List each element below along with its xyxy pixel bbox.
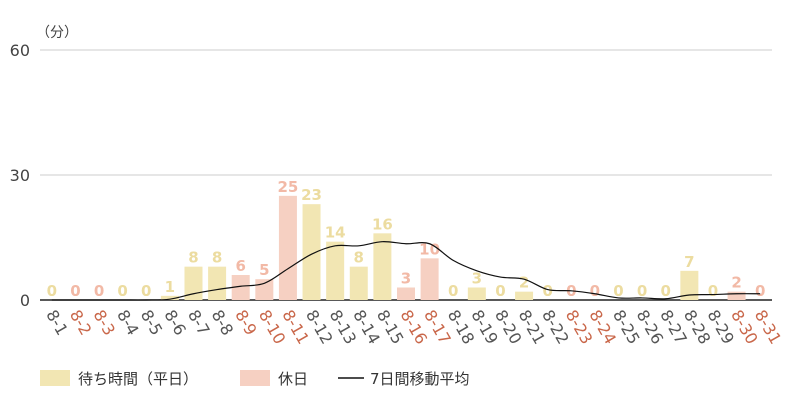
bar-8-28 xyxy=(680,270,699,300)
x-tick-8-1: 8-1 xyxy=(42,307,72,339)
bar-8-16 xyxy=(397,287,415,300)
data-label-8-20: 0 xyxy=(495,282,505,300)
x-tick-8-4: 8-4 xyxy=(113,307,143,339)
y-tick-label: 0 xyxy=(20,291,30,310)
data-label-8-13: 14 xyxy=(325,224,346,242)
bar-8-7 xyxy=(184,266,203,300)
bar-8-15 xyxy=(373,233,392,300)
bars xyxy=(160,195,746,300)
x-tick-8-3: 8-3 xyxy=(90,307,120,339)
data-label-8-12: 23 xyxy=(301,186,322,204)
y-tick-label: 30 xyxy=(10,166,30,185)
data-label-8-3: 0 xyxy=(94,282,104,300)
legend: 待ち時間（平日） 休日 7日間移動平均 xyxy=(40,370,470,388)
data-label-8-4: 0 xyxy=(117,282,127,300)
data-label-8-29: 0 xyxy=(708,282,718,300)
data-label-8-30: 2 xyxy=(731,274,741,292)
legend-swatch-weekday xyxy=(40,370,70,386)
moving-average-line xyxy=(51,241,761,301)
bar-8-21 xyxy=(515,291,534,300)
data-label-8-10: 5 xyxy=(259,261,269,279)
bar-8-6 xyxy=(160,295,179,300)
x-tick-8-9: 8-9 xyxy=(231,307,261,339)
data-label-8-1: 0 xyxy=(47,282,57,300)
data-label-8-9: 6 xyxy=(235,257,245,275)
y-tick-labels: 0 30 60 xyxy=(10,41,30,310)
data-label-8-28: 7 xyxy=(684,253,694,271)
x-tick-8-7: 8-7 xyxy=(184,307,214,339)
data-label-8-14: 8 xyxy=(354,249,364,267)
bar-8-10 xyxy=(255,279,274,300)
data-label-8-7: 8 xyxy=(188,249,198,267)
x-tick-8-6: 8-6 xyxy=(160,307,190,339)
legend-label-weekday: 待ち時間（平日） xyxy=(78,370,198,388)
data-label-8-16: 3 xyxy=(401,270,411,288)
legend-label-average: 7日間移動平均 xyxy=(370,370,470,388)
data-label-8-26: 0 xyxy=(637,282,647,300)
data-label-8-31: 0 xyxy=(755,282,765,300)
y-tick-label: 60 xyxy=(10,41,30,60)
x-tick-labels: 8-18-28-38-48-58-68-78-88-98-108-118-128… xyxy=(42,307,785,348)
data-label-8-8: 8 xyxy=(212,249,222,267)
x-tick-8-5: 8-5 xyxy=(137,307,167,339)
data-label-8-6: 1 xyxy=(165,278,175,296)
bar-8-13 xyxy=(326,241,345,300)
legend-label-holiday: 休日 xyxy=(278,370,308,388)
bar-8-17 xyxy=(420,258,439,300)
bar-8-9 xyxy=(231,275,250,300)
data-label-8-15: 16 xyxy=(372,215,393,233)
data-label-8-22: 0 xyxy=(542,282,552,300)
data-label-8-21: 2 xyxy=(519,274,529,292)
bar-8-19 xyxy=(467,287,486,300)
data-label-8-11: 25 xyxy=(277,178,298,196)
bar-8-8 xyxy=(208,266,227,300)
data-label-8-2: 0 xyxy=(70,282,80,300)
data-label-8-17: 10 xyxy=(419,240,440,258)
grid xyxy=(40,49,772,301)
moving-average-layer xyxy=(51,241,761,301)
bar-8-12 xyxy=(302,204,321,300)
data-label-8-24: 0 xyxy=(590,282,600,300)
data-label-8-25: 0 xyxy=(613,282,623,300)
legend-swatch-holiday xyxy=(240,370,270,386)
data-label-8-27: 0 xyxy=(661,282,671,300)
bar-8-14 xyxy=(349,266,368,300)
unit-label: （分） xyxy=(36,25,78,41)
data-label-8-19: 3 xyxy=(472,270,482,288)
bar-8-11 xyxy=(278,195,297,300)
data-label-8-5: 0 xyxy=(141,282,151,300)
bar-8-30 xyxy=(727,291,746,300)
x-tick-8-8: 8-8 xyxy=(208,307,238,339)
x-tick-8-2: 8-2 xyxy=(66,307,96,339)
data-label-8-18: 0 xyxy=(448,282,458,300)
